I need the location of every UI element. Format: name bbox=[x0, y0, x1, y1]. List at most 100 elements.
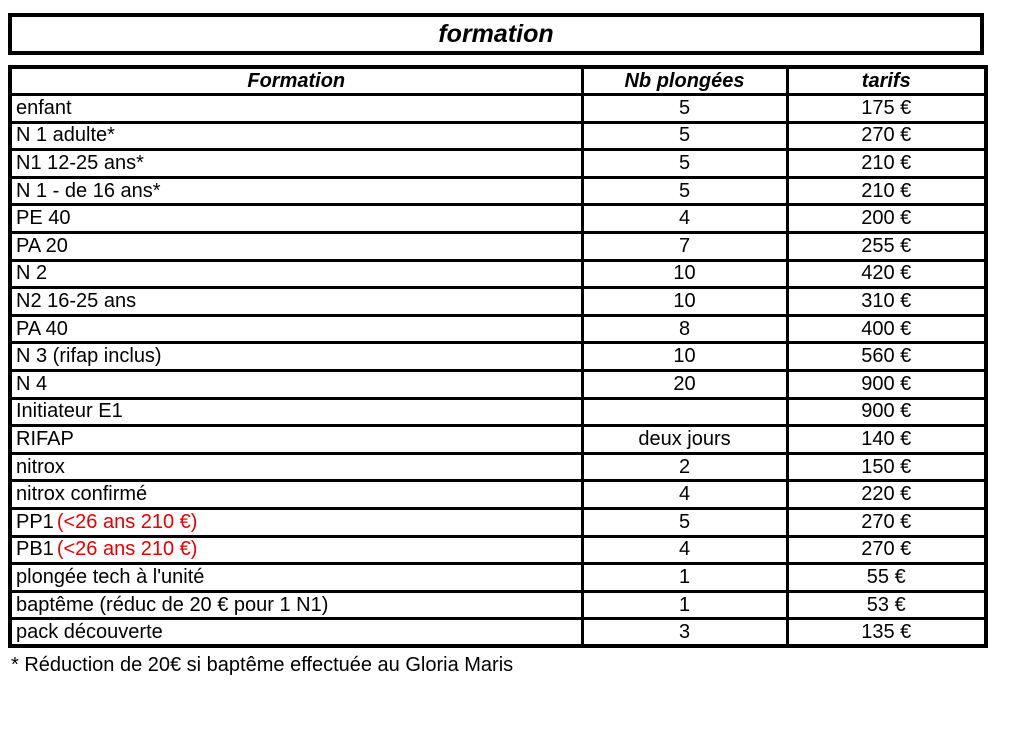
tarif-cell: 420 € bbox=[785, 258, 988, 290]
formation-cell: PA 20 bbox=[8, 231, 584, 262]
tarif-cell: 150 € bbox=[785, 451, 988, 483]
formation-label: N 1 - de 16 ans* bbox=[16, 179, 161, 202]
tarif-cell: 210 € bbox=[785, 148, 988, 179]
formation-label: nitrox bbox=[16, 455, 65, 478]
formation-label: PB1 bbox=[16, 538, 54, 561]
table-row: PA 40 8 400 € bbox=[8, 313, 988, 345]
formation-label: RIFAP bbox=[16, 428, 74, 451]
table-row: baptême (réduc de 20 € pour 1 N1) 1 53 € bbox=[8, 589, 988, 621]
formation-label: nitrox confirmé bbox=[16, 483, 148, 506]
sheet-title-box: formation bbox=[8, 13, 984, 55]
nb-plongees-cell: deux jours bbox=[580, 424, 789, 455]
nb-plongees-cell: 8 bbox=[580, 313, 789, 345]
tarif-cell: 310 € bbox=[785, 286, 988, 317]
formation-label: N2 16-25 ans bbox=[16, 290, 137, 313]
formation-label: PE 40 bbox=[16, 207, 71, 230]
formation-cell: N 4 bbox=[8, 369, 584, 400]
formation-cell: PE 40 bbox=[8, 203, 584, 235]
formation-cell: N 2 bbox=[8, 258, 584, 290]
nb-plongees-cell bbox=[580, 396, 789, 428]
formation-cell: N1 12-25 ans* bbox=[8, 148, 584, 179]
table-row: N 4 20 900 € bbox=[8, 369, 988, 400]
formation-price-table: Formation Nb plongées tarifs enfant 5 17… bbox=[8, 65, 988, 649]
column-header-formation: Formation bbox=[8, 65, 584, 97]
formation-label: baptême (réduc de 20 € pour 1 N1) bbox=[16, 593, 329, 616]
nb-plongees-cell: 10 bbox=[580, 286, 789, 317]
nb-plongees-cell: 5 bbox=[580, 148, 789, 179]
tarif-cell: 400 € bbox=[785, 313, 988, 345]
tarif-cell: 53 € bbox=[785, 589, 988, 621]
reduction-footnote: * Réduction de 20€ si baptême effectuée … bbox=[11, 654, 514, 677]
tarif-cell: 55 € bbox=[785, 562, 988, 593]
formation-cell: PP1 (<26 ans 210 €) bbox=[8, 507, 584, 538]
tarif-cell: 220 € bbox=[785, 479, 988, 510]
nb-plongees-cell: 5 bbox=[580, 175, 789, 207]
table-row: N 1 - de 16 ans* 5 210 € bbox=[8, 175, 988, 207]
nb-plongees-cell: 10 bbox=[580, 341, 789, 373]
table-row: N 2 10 420 € bbox=[8, 258, 988, 290]
formation-cell: N 1 adulte* bbox=[8, 120, 584, 152]
tarif-cell: 255 € bbox=[785, 231, 988, 262]
formation-cell: PA 40 bbox=[8, 313, 584, 345]
table-row: PP1 (<26 ans 210 €) 5 270 € bbox=[8, 507, 988, 538]
formation-label: PA 20 bbox=[16, 234, 68, 257]
nb-plongees-cell: 3 bbox=[580, 617, 789, 648]
nb-plongees-cell: 2 bbox=[580, 451, 789, 483]
formation-note-red: (<26 ans 210 €) bbox=[56, 510, 198, 533]
table-row: N2 16-25 ans 10 310 € bbox=[8, 286, 988, 317]
tarif-cell: 560 € bbox=[785, 341, 988, 373]
nb-plongees-cell: 5 bbox=[580, 120, 789, 152]
tarif-cell: 210 € bbox=[785, 175, 988, 207]
tarif-cell: 175 € bbox=[785, 93, 988, 124]
tarif-cell: 135 € bbox=[785, 617, 988, 648]
tarif-cell: 900 € bbox=[785, 396, 988, 428]
nb-plongees-cell: 4 bbox=[580, 203, 789, 235]
nb-plongees-cell: 5 bbox=[580, 93, 789, 124]
table-row: nitrox 2 150 € bbox=[8, 451, 988, 483]
tarif-cell: 270 € bbox=[785, 534, 988, 566]
nb-plongees-cell: 7 bbox=[580, 231, 789, 262]
table-row: nitrox confirmé 4 220 € bbox=[8, 479, 988, 510]
formation-label: N1 12-25 ans* bbox=[16, 152, 144, 175]
formation-note-red: (<26 ans 210 €) bbox=[56, 538, 198, 561]
formation-cell: nitrox bbox=[8, 451, 584, 483]
formation-cell: PB1 (<26 ans 210 €) bbox=[8, 534, 584, 566]
formation-label: Initiateur E1 bbox=[16, 400, 123, 423]
formation-cell: enfant bbox=[8, 93, 584, 124]
column-header-tarifs: tarifs bbox=[785, 65, 988, 97]
nb-plongees-cell: 4 bbox=[580, 534, 789, 566]
column-header-nb-plongees: Nb plongées bbox=[580, 65, 789, 97]
nb-plongees-cell: 1 bbox=[580, 589, 789, 621]
formation-cell: baptême (réduc de 20 € pour 1 N1) bbox=[8, 589, 584, 621]
table-row: pack découverte 3 135 € bbox=[8, 617, 988, 648]
formation-cell: N2 16-25 ans bbox=[8, 286, 584, 317]
table-row: N1 12-25 ans* 5 210 € bbox=[8, 148, 988, 179]
nb-plongees-cell: 20 bbox=[580, 369, 789, 400]
table-row: PA 20 7 255 € bbox=[8, 231, 988, 262]
nb-plongees-cell: 1 bbox=[580, 562, 789, 593]
tarif-cell: 270 € bbox=[785, 120, 988, 152]
formation-label: enfant bbox=[16, 96, 72, 119]
formation-cell: N 1 - de 16 ans* bbox=[8, 175, 584, 207]
tarif-cell: 140 € bbox=[785, 424, 988, 455]
table-row: Initiateur E1 900 € bbox=[8, 396, 988, 428]
table-row: plongée tech à l'unité 1 55 € bbox=[8, 562, 988, 593]
table-row: PB1 (<26 ans 210 €) 4 270 € bbox=[8, 534, 988, 566]
formation-cell: Initiateur E1 bbox=[8, 396, 584, 428]
formation-cell: plongée tech à l'unité bbox=[8, 562, 584, 593]
tarif-cell: 200 € bbox=[785, 203, 988, 235]
formation-cell: RIFAP bbox=[8, 424, 584, 455]
nb-plongees-cell: 10 bbox=[580, 258, 789, 290]
formation-cell: nitrox confirmé bbox=[8, 479, 584, 510]
table-row: N 1 adulte* 5 270 € bbox=[8, 120, 988, 152]
formation-label: plongée tech à l'unité bbox=[16, 565, 205, 588]
formation-label: pack découverte bbox=[16, 620, 163, 643]
formation-label: N 4 bbox=[16, 372, 48, 395]
formation-label: N 3 (rifap inclus) bbox=[16, 345, 162, 368]
formation-label: PA 40 bbox=[16, 317, 68, 340]
tarif-cell: 900 € bbox=[785, 369, 988, 400]
formation-label: PP1 bbox=[16, 510, 54, 533]
price-sheet: formation Formation Nb plongées tarifs e… bbox=[8, 13, 988, 677]
tarif-cell: 270 € bbox=[785, 507, 988, 538]
formation-label: N 1 adulte* bbox=[16, 124, 115, 147]
